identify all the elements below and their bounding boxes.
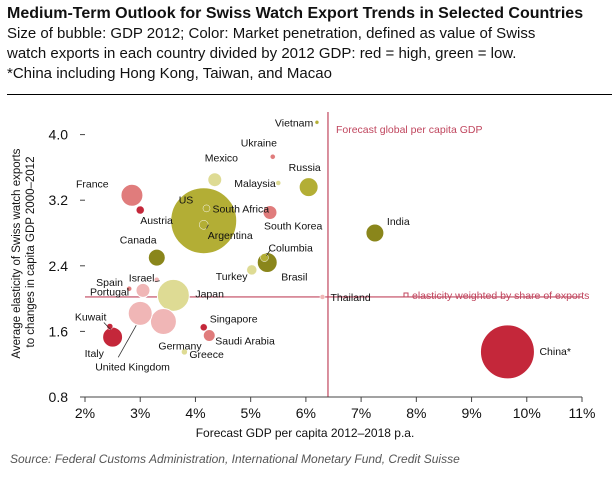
label-columbia: Columbia bbox=[268, 243, 313, 255]
bubble-india bbox=[365, 223, 385, 243]
leader-kuwait bbox=[103, 322, 111, 330]
y-tick-label: 1.6 bbox=[49, 323, 69, 339]
y-tick-label: 0.8 bbox=[49, 389, 69, 405]
header-divider bbox=[7, 94, 612, 95]
bubble-ukraine bbox=[270, 153, 276, 160]
label-portugal: Portugal bbox=[90, 286, 129, 298]
subtitle-line-1: Size of bubble: GDP 2012; Color: Market … bbox=[7, 25, 536, 42]
x-tick-label: 6% bbox=[296, 405, 316, 421]
label-austria: Austria bbox=[140, 215, 173, 227]
bubble-italy bbox=[102, 326, 124, 348]
x-axis-title: Forecast GDP per capita 2012–2018 p.a. bbox=[196, 426, 415, 440]
subtitle-line-3: *China including Hong Kong, Taiwan, and … bbox=[7, 65, 332, 82]
x-tick-label: 9% bbox=[461, 405, 481, 421]
label-united-kingdom: United Kingdom bbox=[95, 361, 170, 373]
bubble-thailand bbox=[319, 294, 326, 300]
bubble-russia bbox=[298, 177, 319, 198]
reference-lines: Forecast global per capita GDP elasticity… bbox=[85, 112, 589, 397]
x-tick-label: 2% bbox=[75, 405, 95, 421]
bubble-china bbox=[479, 324, 535, 380]
bubble-singapore bbox=[199, 323, 208, 332]
y-axis-title-line-2: to changes in capita GDP 2000–2012 bbox=[25, 157, 37, 348]
label-spain: Spain bbox=[96, 277, 123, 289]
label-south-korea: South Korea bbox=[264, 221, 323, 233]
label-japan: Japan bbox=[195, 288, 224, 300]
label-malaysia: Malaysia bbox=[234, 178, 276, 190]
label-china: China* bbox=[539, 346, 571, 358]
x-tick-label: 11% bbox=[569, 405, 596, 421]
label-israel: Israel bbox=[129, 273, 155, 285]
source-note: Source: Federal Customs Administration, … bbox=[10, 452, 460, 466]
bubble-canada bbox=[147, 248, 166, 267]
y-tick-label: 3.2 bbox=[49, 192, 69, 208]
bubble-japan bbox=[156, 278, 190, 312]
label-ukraine: Ukraine bbox=[241, 138, 277, 150]
bubble-france bbox=[120, 183, 144, 207]
label-singapore: Singapore bbox=[210, 313, 258, 325]
label-italy: Italy bbox=[85, 348, 105, 360]
vertical-reference-label: Forecast global per capita GDP bbox=[336, 124, 483, 136]
bubble-turkey bbox=[246, 264, 258, 276]
bubbles bbox=[102, 120, 535, 380]
label-germany: Germany bbox=[158, 341, 202, 353]
chart-title: Medium-Term Outlook for Swiss Watch Expo… bbox=[7, 5, 584, 22]
x-tick-label: 4% bbox=[185, 405, 205, 421]
axes: 2% 3% 4% 5% 6% 7% 8% 9% 10% 11% 0.8 1.6 2.4 3.2 4.0 For… bbox=[11, 127, 595, 440]
x-tick-label: 7% bbox=[351, 405, 371, 421]
y-tick-label: 4.0 bbox=[49, 127, 69, 143]
bubble-south-africa bbox=[202, 204, 211, 213]
label-france: France bbox=[76, 178, 109, 190]
label-vietnam: Vietnam bbox=[275, 117, 314, 129]
label-argentina: Argentina bbox=[208, 230, 253, 242]
label-mexico: Mexico bbox=[205, 153, 238, 165]
bubble-spain bbox=[126, 286, 132, 292]
x-tick-label: 8% bbox=[406, 405, 426, 421]
leader-argentina bbox=[206, 224, 209, 229]
label-south-africa: South Africa bbox=[212, 203, 269, 215]
bubble-kuwait bbox=[106, 323, 114, 330]
label-saudi-arabia: Saudi Arabia bbox=[215, 336, 275, 348]
bubble-saudi-arabia bbox=[202, 329, 216, 342]
leader-united-kingdom bbox=[117, 325, 137, 358]
label-thailand: Thailand bbox=[330, 292, 370, 304]
leader-columbia bbox=[266, 249, 271, 256]
horizontal-reference-label: elasticity weighted by share of exports bbox=[412, 290, 589, 302]
bubble-greece bbox=[181, 348, 188, 356]
bubble-malaysia bbox=[275, 180, 282, 186]
chart-header: Medium-Term Outlook for Swiss Watch Expo… bbox=[7, 4, 611, 84]
label-us: US bbox=[179, 195, 194, 207]
label-india: India bbox=[387, 216, 410, 228]
label-brasil: Brasil bbox=[281, 272, 307, 284]
bubble-vietnam bbox=[314, 120, 320, 125]
label-turkey: Turkey bbox=[216, 271, 248, 283]
bubble-portugal bbox=[135, 282, 151, 298]
bubble-austria bbox=[135, 205, 145, 215]
y-tick-label: 2.4 bbox=[49, 258, 69, 274]
bubble-germany bbox=[149, 308, 177, 336]
x-tick-label: 10% bbox=[513, 405, 541, 421]
leader-israel bbox=[154, 280, 160, 283]
y-axis-title: Average elasticity of Swiss watch export… bbox=[11, 145, 37, 358]
subtitle-line-2: watch exports in each country divided by… bbox=[7, 45, 517, 62]
y-axis-title-line-1: Average elasticity of Swiss watch export… bbox=[11, 145, 23, 358]
bubble-united-kingdom bbox=[127, 300, 153, 326]
elasticity-marker-icon bbox=[403, 292, 409, 298]
label-greece: Greece bbox=[189, 349, 224, 361]
bubble-mexico bbox=[207, 172, 223, 188]
x-tick-label: 3% bbox=[130, 405, 150, 421]
bubble-south-korea bbox=[262, 205, 278, 220]
label-kuwait: Kuwait bbox=[75, 311, 107, 323]
label-russia: Russia bbox=[289, 162, 321, 174]
label-canada: Canada bbox=[120, 235, 157, 247]
x-tick-label: 5% bbox=[241, 405, 261, 421]
